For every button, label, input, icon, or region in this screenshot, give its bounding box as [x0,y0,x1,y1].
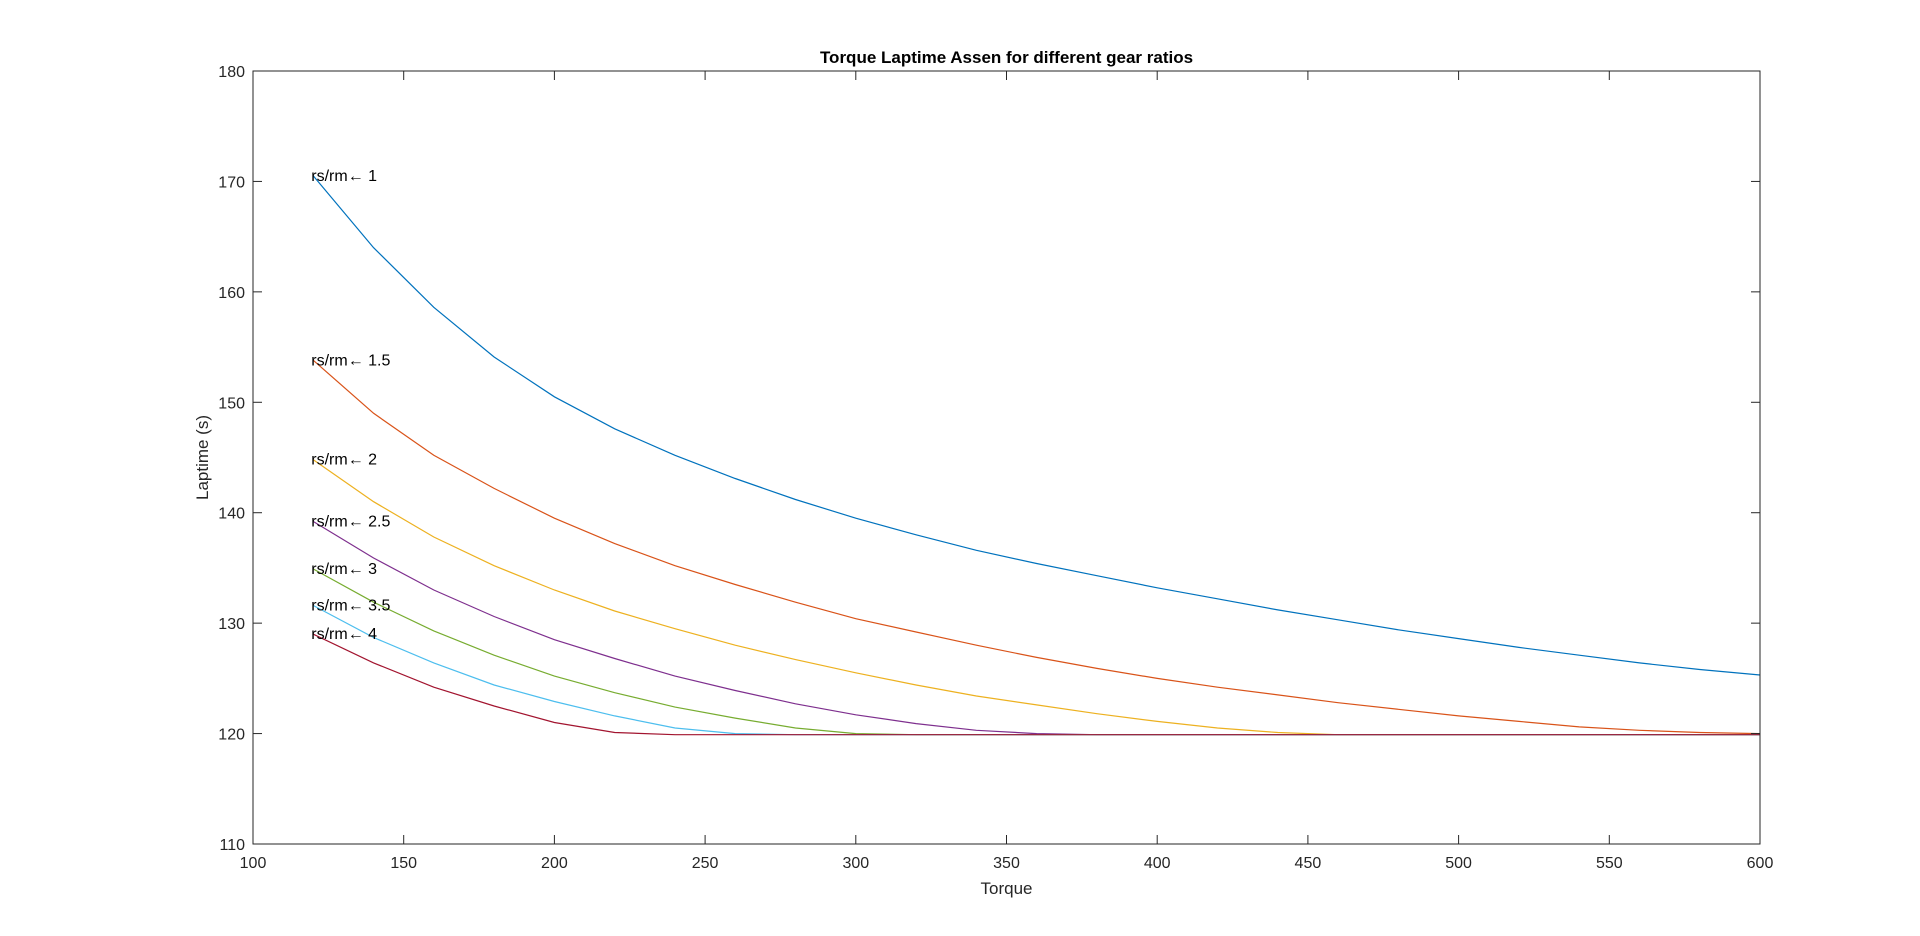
x-tick-label: 100 [240,855,267,872]
x-tick-label: 250 [692,855,719,872]
series-line-1 [312,175,1761,676]
y-tick-label: 140 [218,506,245,523]
series-label-2: rs/rm← 1.5 [311,352,390,369]
chart-title: Torque Laptime Assen for different gear … [820,48,1193,67]
x-tick-label: 500 [1445,855,1472,872]
y-tick-label: 110 [219,837,245,854]
ticks-layer: 100 150 200 250 300 350 400 450 500 550 600 110 120 1… [218,64,1773,872]
y-tick-label: 170 [218,174,245,191]
series-label-7: rs/rm← 4 [311,626,377,643]
y-tick-label: 180 [218,64,245,81]
x-tick-label: 450 [1295,855,1322,872]
series-label-4: rs/rm← 2.5 [311,514,390,531]
series-label-3: rs/rm← 2 [311,452,377,469]
series-label-5: rs/rm← 3 [311,561,377,578]
series-label-6: rs/rm← 3.5 [311,597,390,614]
x-tick-label: 150 [390,855,417,872]
series-line-7 [313,633,1760,736]
y-tick-label: 150 [218,395,245,412]
series-label-1: rs/rm← 1 [311,168,377,185]
y-tick-label: 120 [218,727,245,744]
series-labels: rs/rm← 1 rs/rm← 1.5 rs/rm← 2 rs/rm← 2.5 rs/r… [311,168,390,643]
x-tick-label: 300 [842,855,869,872]
y-axis-label: Laptime (s) [193,415,212,500]
series-layer [312,175,1761,736]
x-tick-label: 600 [1747,855,1774,872]
x-axis-label: Torque [981,879,1033,898]
y-tick-label: 130 [218,616,245,633]
x-tick-label: 400 [1144,855,1171,872]
x-tick-label: 550 [1596,855,1623,872]
y-tick-label: 160 [218,285,245,302]
x-tick-label: 350 [993,855,1020,872]
x-tick-label: 200 [541,855,568,872]
series-line-2 [312,359,1761,735]
